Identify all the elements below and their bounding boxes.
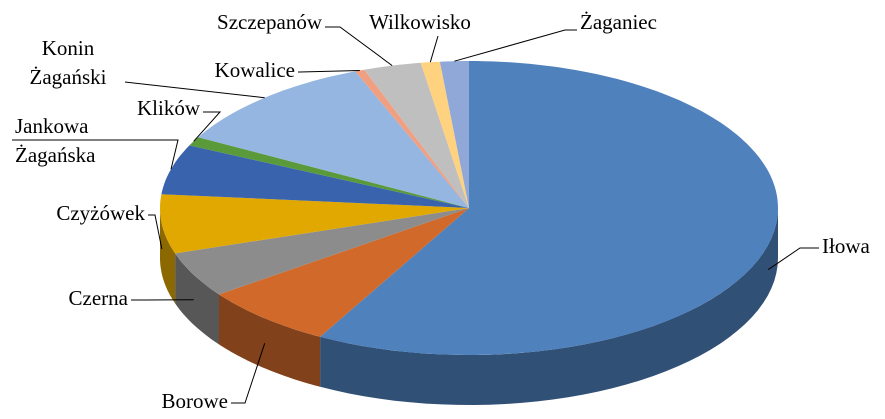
leader-line (454, 29, 577, 62)
slice-label: Jankowa Żagańska (15, 114, 96, 167)
pie-slice-side (320, 208, 778, 405)
slice-label: Wilkowisko (369, 10, 471, 34)
pie-slice (161, 145, 469, 208)
slice-label: Klików (137, 96, 201, 120)
leader-line (124, 81, 265, 99)
pie-slice (189, 137, 469, 208)
pie-slice (355, 69, 469, 208)
pie-slice (198, 71, 469, 208)
slice-label: Kowalice (215, 58, 295, 82)
slice-label: Borowe (162, 389, 229, 413)
leader-line (12, 139, 179, 170)
pie-slice (320, 61, 778, 355)
slice-label: Konin Żagański (30, 36, 107, 89)
leader-line (429, 35, 439, 63)
pie-slice (439, 61, 469, 208)
slice-label: Czerna (69, 286, 129, 310)
leader-line (298, 70, 360, 73)
leader-line (325, 26, 393, 67)
leader-line (231, 343, 266, 404)
slice-label: Iłowa (822, 234, 870, 258)
leader-line (768, 247, 819, 271)
slice-label: Szczepanów (217, 10, 323, 34)
leader-line (148, 214, 163, 250)
pie-slice-side (219, 294, 321, 387)
pie-slice-side (175, 253, 219, 345)
pie-slice (160, 194, 469, 254)
pie-slice (364, 62, 469, 208)
leader-line (193, 111, 222, 142)
slice-label: Czyżówek (56, 201, 145, 225)
pie-slice (420, 61, 469, 209)
pie-slice (219, 208, 469, 337)
slice-label: Żaganiec (580, 10, 657, 34)
pie-slice-side (160, 208, 176, 304)
pie-slice (175, 208, 469, 295)
